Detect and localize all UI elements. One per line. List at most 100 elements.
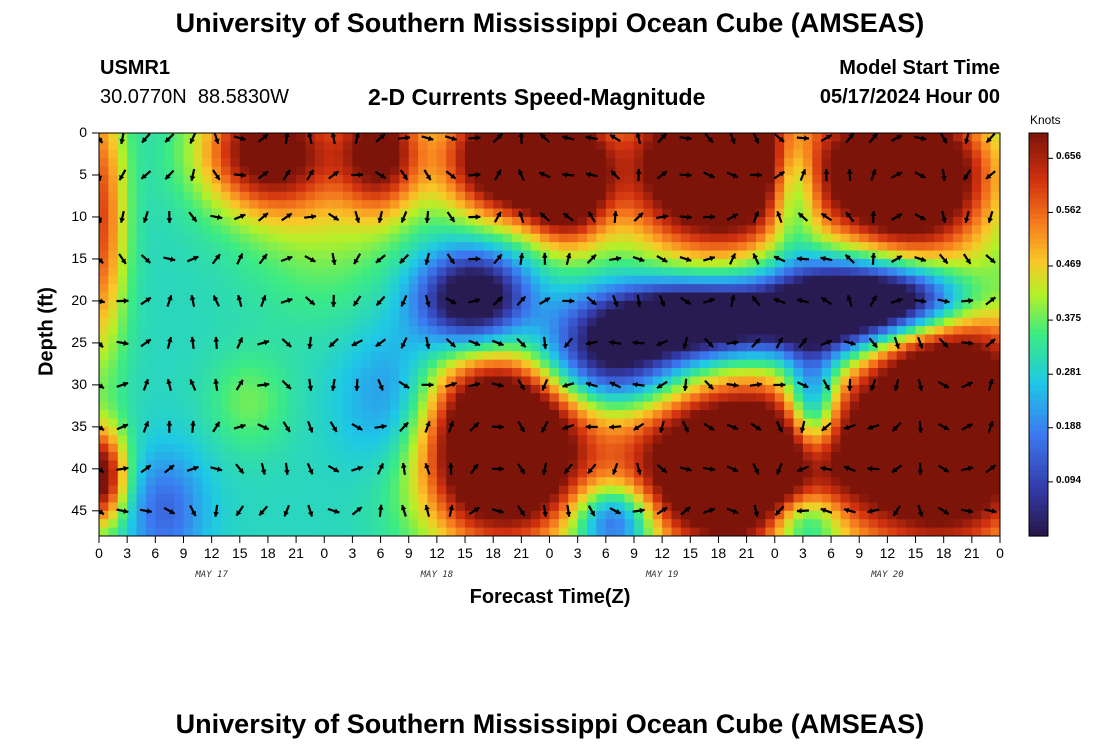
current-arrow	[821, 422, 832, 432]
heatmap-cell	[774, 351, 785, 361]
heatmap-cell	[774, 418, 785, 428]
heatmap-cell	[877, 334, 888, 344]
heatmap-cell	[521, 418, 532, 428]
heatmap-cell	[840, 485, 851, 495]
heatmap-cell	[971, 384, 982, 394]
heatmap-cell	[962, 317, 973, 327]
heatmap-cell	[596, 519, 607, 529]
heatmap-cell	[230, 519, 241, 529]
current-arrow	[142, 210, 149, 224]
heatmap-cell	[136, 242, 147, 252]
heatmap-cell	[258, 141, 269, 151]
heatmap-cell	[624, 376, 635, 386]
heatmap-cell	[549, 510, 560, 520]
heatmap-cell	[915, 191, 926, 201]
heatmap-cell	[436, 317, 447, 327]
heatmap-cell	[483, 426, 494, 436]
current-arrow	[166, 294, 173, 307]
heatmap-cell	[446, 200, 457, 210]
heatmap-cell	[849, 376, 860, 386]
heatmap-cell	[333, 384, 344, 394]
heatmap-cell	[305, 141, 316, 151]
heatmap-cell	[239, 452, 250, 462]
current-arrow	[659, 420, 665, 433]
heatmap-cell	[568, 250, 579, 260]
current-arrow	[586, 296, 598, 306]
heatmap-cell	[558, 460, 569, 470]
current-arrow	[377, 210, 384, 224]
heatmap-cell	[990, 376, 1000, 386]
heatmap-cell	[577, 158, 588, 168]
heatmap-cell	[540, 200, 551, 210]
heatmap-cell	[446, 284, 457, 294]
heatmap-cell	[192, 527, 203, 536]
heatmap-cell	[840, 225, 851, 235]
heatmap-cell	[192, 225, 203, 235]
heatmap-cell	[859, 351, 870, 361]
heatmap-cell	[765, 485, 776, 495]
heatmap-cell	[145, 410, 156, 420]
heatmap-cell	[831, 174, 842, 184]
heatmap-cell	[774, 191, 785, 201]
heatmap-cell	[540, 359, 551, 369]
heatmap-cell	[155, 527, 166, 536]
current-arrow	[796, 508, 809, 514]
heatmap-cell	[652, 510, 663, 520]
heatmap-cell	[877, 183, 888, 193]
heatmap-cell	[530, 468, 541, 478]
heatmap-cell	[802, 208, 813, 218]
heatmap-cell	[202, 384, 213, 394]
heatmap-cell	[446, 351, 457, 361]
heatmap-cell	[389, 485, 400, 495]
current-arrow	[656, 506, 668, 516]
heatmap-cell	[915, 519, 926, 529]
heatmap-cell	[361, 510, 372, 520]
heatmap-cell	[465, 166, 476, 176]
heatmap-cell	[727, 519, 738, 529]
heatmap-cell	[493, 418, 504, 428]
heatmap-cell	[577, 292, 588, 302]
heatmap-cell	[577, 359, 588, 369]
heatmap-cell	[99, 494, 109, 504]
current-arrow	[424, 294, 431, 307]
heatmap-cell	[662, 342, 673, 352]
heatmap-cell	[530, 334, 541, 344]
heatmap-cell	[727, 200, 738, 210]
current-arrow	[961, 340, 974, 346]
heatmap-cell	[239, 410, 250, 420]
heatmap-cell	[493, 527, 504, 536]
heatmap-cell	[174, 326, 185, 336]
heatmap-cell	[859, 158, 870, 168]
heatmap-cell	[249, 527, 260, 536]
heatmap-cell	[953, 510, 964, 520]
heatmap-cell	[211, 258, 222, 268]
heatmap-cell	[427, 317, 438, 327]
heatmap-cell	[953, 250, 964, 260]
heatmap-cell	[962, 410, 973, 420]
heatmap-cell	[267, 477, 278, 487]
heatmap-cell	[906, 502, 917, 512]
current-arrow	[562, 298, 575, 304]
heatmap-cell	[784, 309, 795, 319]
heatmap-cell	[418, 300, 429, 310]
heatmap-cell	[587, 317, 598, 327]
heatmap-cell	[389, 284, 400, 294]
heatmap-cell	[192, 292, 203, 302]
heatmap-cell	[108, 191, 119, 201]
heatmap-cell	[577, 242, 588, 252]
heatmap-cell	[324, 250, 335, 260]
heatmap-cell	[953, 208, 964, 218]
heatmap-cell	[399, 359, 410, 369]
heatmap-cell	[230, 477, 241, 487]
heatmap-cell	[587, 309, 598, 319]
heatmap-cell	[343, 292, 354, 302]
heatmap-cell	[305, 233, 316, 243]
heatmap-cell	[436, 183, 447, 193]
heatmap-cell	[896, 460, 907, 470]
heatmap-cell	[727, 502, 738, 512]
heatmap-cell	[971, 426, 982, 436]
heatmap-cell	[924, 225, 935, 235]
heatmap-cell	[258, 401, 269, 411]
heatmap-cell	[314, 191, 325, 201]
heatmap-cell	[699, 510, 710, 520]
